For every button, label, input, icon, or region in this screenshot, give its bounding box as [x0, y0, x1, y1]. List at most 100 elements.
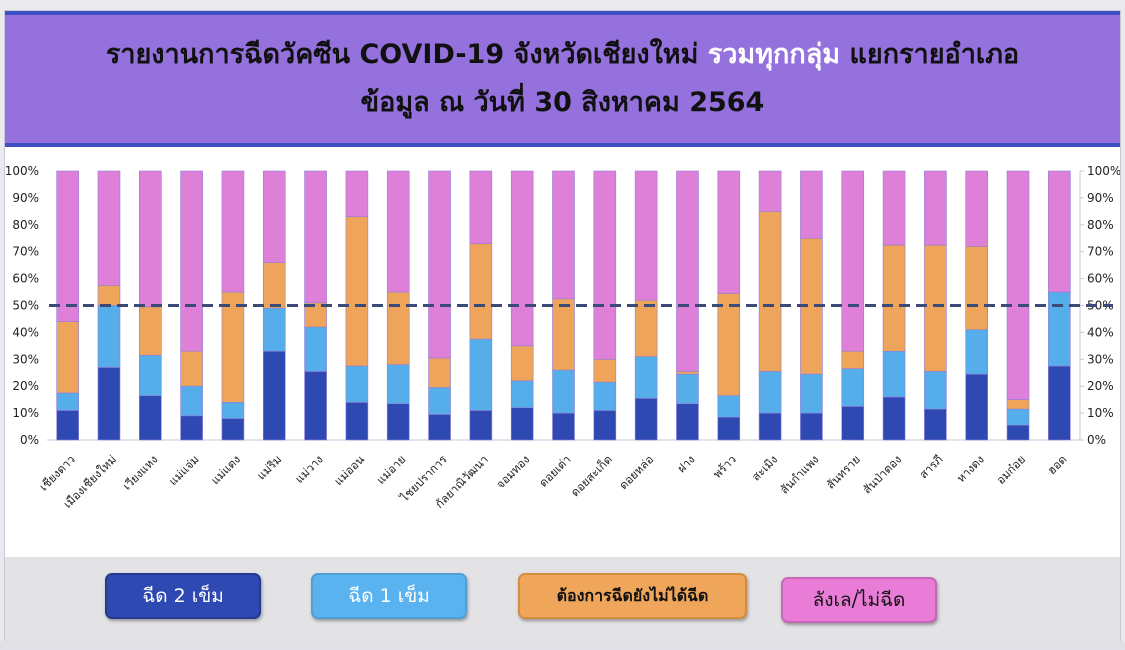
- bar-segment-dose2: [221, 418, 245, 441]
- bar-segment-want: [97, 285, 121, 306]
- bar-segment-dose1: [841, 368, 865, 407]
- bar-segment-want: [428, 357, 451, 388]
- bar-segment-want: [469, 243, 493, 340]
- x-tick-label: แม่แจ่ม: [166, 452, 202, 488]
- bar-segment-dose1: [56, 392, 79, 411]
- y-tick-right: 10%: [1087, 406, 1114, 420]
- bar-segment-want: [180, 350, 203, 387]
- y-tick-right: 100%: [1087, 164, 1120, 178]
- bar-segment-want: [841, 350, 865, 370]
- y-tick-right: 60%: [1087, 272, 1114, 286]
- x-tick-label: เชียงดาว: [36, 452, 77, 493]
- y-tick-right: 30%: [1087, 352, 1114, 366]
- bar-segment-dose2: [924, 408, 947, 441]
- bar-segment-dose1: [882, 350, 906, 398]
- x-tick-label: แม่ออน: [331, 452, 367, 488]
- bar-segment-dose2: [1006, 424, 1030, 441]
- report-frame: รายงานการฉีดวัคซีน COVID-19 จังหวัดเชียง…: [4, 10, 1121, 642]
- bar-segment-dose2: [510, 407, 534, 441]
- title-highlight: รวมทุกกลุ่ม: [707, 39, 841, 70]
- bar-segment-want: [717, 293, 741, 396]
- bar-segment-hesitant: [800, 170, 823, 239]
- bar-segment-hesitant: [221, 170, 245, 293]
- bar-segment-hesitant: [510, 170, 534, 347]
- bar-segment-dose1: [221, 402, 245, 419]
- bar-segment-hesitant: [1048, 170, 1071, 293]
- bar-segment-hesitant: [386, 170, 410, 293]
- bar-segment-want: [593, 359, 617, 383]
- x-tick-label: พร้าว: [710, 452, 739, 481]
- bar-segment-hesitant: [593, 170, 617, 360]
- bar-segment-dose2: [386, 403, 410, 441]
- bar-segment-dose1: [262, 307, 286, 352]
- bar-segment-want: [345, 216, 369, 367]
- x-tick-label: สารภี: [916, 452, 945, 481]
- title-part-1: รายงานการฉีดวัคซีน COVID-19 จังหวัดเชียง…: [105, 39, 708, 70]
- bar-segment-hesitant: [180, 170, 203, 352]
- x-tick-label: ดอยเต่า: [536, 452, 573, 489]
- bar-segment-dose1: [304, 326, 327, 372]
- bar-segment-dose1: [1048, 291, 1071, 367]
- bar-segment-dose2: [180, 415, 203, 441]
- bar-segment-hesitant: [469, 170, 493, 244]
- x-tick-label: ดอยหล่อ: [616, 452, 656, 492]
- bar-segment-dose1: [1006, 408, 1030, 426]
- bar-segment-dose2: [262, 350, 286, 441]
- bar-segment-want: [924, 244, 947, 372]
- bar-segment-want: [139, 306, 162, 356]
- bar-segment-hesitant: [882, 170, 906, 246]
- legend-dose1-button[interactable]: ฉีด 1 เข็ม: [311, 573, 467, 619]
- bar-segment-dose1: [428, 387, 451, 415]
- x-tick-label: แม่แตง: [208, 452, 243, 487]
- bar-segment-dose2: [965, 373, 989, 441]
- bar-segment-want: [221, 291, 245, 403]
- bar-segment-dose2: [345, 402, 369, 441]
- bar-segment-dose1: [800, 373, 823, 414]
- bar-segment-dose1: [345, 365, 369, 403]
- y-tick-left: 90%: [12, 191, 39, 205]
- y-tick-right: 0%: [1087, 433, 1106, 447]
- bar-segment-want: [882, 244, 906, 352]
- y-tick-right: 70%: [1087, 245, 1114, 259]
- bar-segment-hesitant: [97, 170, 121, 286]
- bar-segment-dose2: [676, 403, 699, 441]
- y-tick-left: 40%: [12, 325, 39, 339]
- bar-segment-hesitant: [1006, 170, 1030, 400]
- bar-segment-want: [1006, 399, 1030, 410]
- legend-want-button[interactable]: ต้องการฉีดยังไม่ได้ฉีด: [518, 573, 747, 619]
- x-tick-label: อมก๋อย: [993, 452, 1028, 487]
- bar-segment-dose1: [676, 373, 699, 404]
- x-tick-label: แม่อาย: [374, 452, 409, 487]
- legend-dose2-button[interactable]: ฉีด 2 เข็ม: [105, 573, 261, 619]
- y-tick-left: 30%: [12, 352, 39, 366]
- bar-segment-dose2: [634, 398, 658, 441]
- bar-segment-dose1: [510, 380, 534, 409]
- bar-segment-dose2: [56, 410, 79, 441]
- bar-segment-want: [965, 246, 989, 331]
- bar-segment-dose1: [593, 381, 617, 411]
- bar-segment-dose1: [634, 356, 658, 399]
- bar-segment-dose1: [97, 305, 121, 368]
- x-tick-label: สะเมิง: [749, 452, 780, 483]
- report-header: รายงานการฉีดวัคซีน COVID-19 จังหวัดเชียง…: [5, 11, 1120, 147]
- bar-segment-hesitant: [262, 170, 286, 263]
- bottom-strip: [0, 641, 1125, 650]
- bar-segment-dose2: [304, 371, 327, 441]
- bar-segment-dose1: [758, 371, 782, 414]
- legend: ฉีด 2 เข็ม ฉีด 1 เข็ม ต้องการฉีดยังไม่ได…: [5, 557, 1120, 641]
- bar-segment-dose2: [139, 395, 162, 441]
- legend-hesitant-button[interactable]: ลังเล/ไม่ฉีด: [781, 577, 937, 623]
- bar-segment-dose2: [1048, 365, 1071, 441]
- x-tick-label: เวียงแหง: [120, 452, 161, 493]
- bar-segment-hesitant: [924, 170, 947, 246]
- bar-segment-dose1: [386, 364, 410, 404]
- title-part-2: แยกรายอำเภอ: [840, 39, 1020, 70]
- bar-segment-dose1: [469, 338, 493, 411]
- x-tick-label: สันป่าตอง: [860, 452, 904, 496]
- y-tick-right: 90%: [1087, 191, 1114, 205]
- stacked-bar-chart: 0% 10% 20% 30% 40% 50% 60% 70% 80% 90% 100% 0% 10% 20…: [5, 164, 1122, 511]
- y-tick-left: 80%: [12, 218, 39, 232]
- bar-segment-dose1: [552, 369, 575, 414]
- x-tick-label: แม่ริม: [254, 452, 284, 482]
- bar-segment-hesitant: [428, 170, 451, 359]
